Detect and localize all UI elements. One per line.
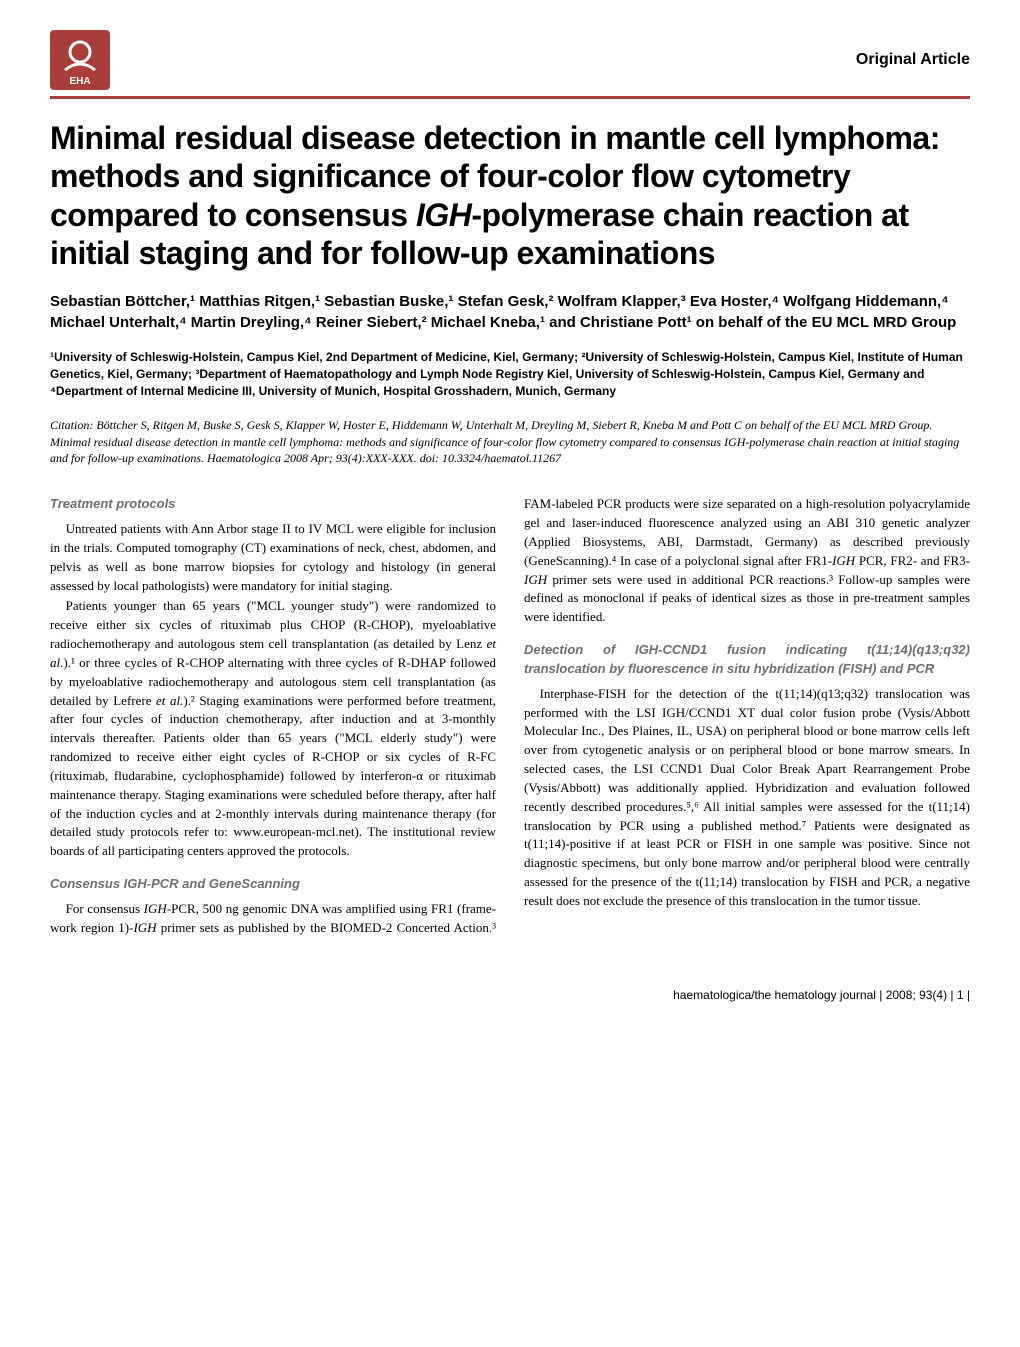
page-footer: haematologica/the hematology journal | 2… bbox=[50, 988, 970, 1002]
section-heading-treatment: Treatment protocols bbox=[50, 495, 496, 514]
consensus-p1-f: IGH bbox=[832, 553, 855, 568]
consensus-p1-d: IGH bbox=[133, 920, 156, 935]
citation: Citation: Böttcher S, Ritgen M, Buske S,… bbox=[50, 417, 970, 467]
treatment-p2-e: ).² Staging examinations were performed … bbox=[50, 693, 496, 859]
affiliations: ¹University of Schleswig-Holstein, Campu… bbox=[50, 349, 970, 401]
treatment-p2-d: et al. bbox=[156, 693, 183, 708]
consensus-p1-b: IGH bbox=[144, 901, 167, 916]
header-bar: EHA Original Article bbox=[50, 30, 970, 99]
svg-text:EHA: EHA bbox=[69, 76, 90, 87]
eha-logo: EHA bbox=[50, 30, 110, 90]
authors: Sebastian Böttcher,¹ Matthias Ritgen,¹ S… bbox=[50, 291, 970, 333]
consensus-p1-i: primer sets were used in additional PCR … bbox=[524, 572, 970, 625]
section-heading-fish: Detection of IGH-CCND1 fusion indicating… bbox=[524, 641, 970, 679]
article-title: Minimal residual disease detection in ma… bbox=[50, 119, 970, 273]
consensus-p1-a: For consensus bbox=[66, 901, 144, 916]
treatment-p1: Untreated patients with Ann Arbor stage … bbox=[50, 520, 496, 595]
fish-p1: Interphase-FISH for the detection of the… bbox=[524, 685, 970, 911]
consensus-p1-g: PCR, FR2- and FR3- bbox=[855, 553, 970, 568]
section-heading-consensus: Consensus IGH-PCR and GeneScanning bbox=[50, 875, 496, 894]
treatment-p2-a: Patients younger than 65 years ("MCL you… bbox=[50, 598, 496, 651]
body-columns: Treatment protocols Untreated patients w… bbox=[50, 495, 970, 938]
treatment-p2: Patients younger than 65 years ("MCL you… bbox=[50, 597, 496, 861]
consensus-p1-h: IGH bbox=[524, 572, 547, 587]
article-type: Original Article bbox=[856, 51, 970, 69]
